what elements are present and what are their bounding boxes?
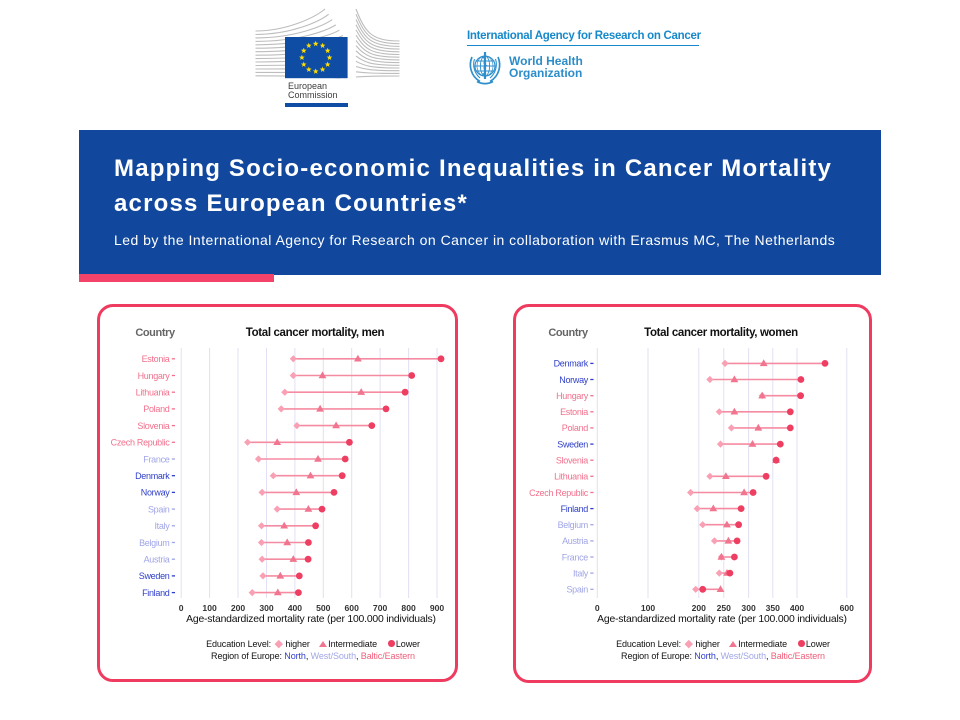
svg-text:250: 250	[717, 603, 732, 613]
svg-text:Czech Republic: Czech Republic	[529, 488, 589, 498]
svg-text:Belgium: Belgium	[558, 520, 588, 530]
svg-text:Belgium: Belgium	[139, 538, 169, 548]
svg-text:Norway: Norway	[559, 375, 589, 385]
svg-text:Estonia: Estonia	[560, 407, 588, 417]
svg-text:Lithuania: Lithuania	[136, 388, 170, 398]
svg-text:350: 350	[766, 603, 781, 613]
svg-text:Austria: Austria	[562, 536, 588, 546]
svg-text:France: France	[562, 552, 589, 562]
svg-text:600: 600	[345, 603, 360, 613]
svg-text:Norway: Norway	[141, 488, 171, 498]
svg-text:Spain: Spain	[566, 585, 588, 595]
svg-text:300: 300	[741, 603, 756, 613]
svg-text:Sweden: Sweden	[557, 439, 588, 449]
svg-text:Czech Republic: Czech Republic	[111, 438, 171, 448]
svg-text:100: 100	[202, 603, 217, 613]
svg-text:Sweden: Sweden	[139, 571, 170, 581]
svg-text:100: 100	[641, 603, 656, 613]
svg-text:700: 700	[373, 603, 388, 613]
svg-text:Denmark: Denmark	[135, 471, 170, 481]
svg-text:200: 200	[692, 603, 707, 613]
svg-text:France: France	[143, 454, 170, 464]
svg-text:0: 0	[179, 603, 184, 613]
svg-text:Hungary: Hungary	[556, 391, 589, 401]
svg-text:Estonia: Estonia	[142, 354, 170, 364]
svg-text:600: 600	[840, 603, 855, 613]
svg-text:Denmark: Denmark	[554, 359, 589, 369]
svg-text:Finland: Finland	[561, 504, 589, 514]
svg-text:0: 0	[595, 603, 600, 613]
svg-text:Slovenia: Slovenia	[137, 421, 169, 431]
svg-text:Italy: Italy	[154, 521, 170, 531]
svg-text:800: 800	[401, 603, 416, 613]
svg-text:Spain: Spain	[148, 504, 170, 514]
svg-text:Poland: Poland	[562, 423, 589, 433]
svg-text:300: 300	[259, 603, 274, 613]
svg-text:Italy: Italy	[573, 568, 589, 578]
svg-text:Finland: Finland	[142, 588, 170, 598]
svg-text:500: 500	[316, 603, 331, 613]
svg-text:200: 200	[231, 603, 246, 613]
svg-text:Austria: Austria	[144, 555, 170, 565]
svg-text:900: 900	[430, 603, 445, 613]
svg-text:Hungary: Hungary	[138, 371, 171, 381]
svg-text:Slovenia: Slovenia	[556, 456, 588, 466]
svg-text:Poland: Poland	[143, 404, 170, 414]
svg-text:Lithuania: Lithuania	[554, 472, 588, 482]
svg-text:400: 400	[288, 603, 303, 613]
svg-text:400: 400	[790, 603, 805, 613]
